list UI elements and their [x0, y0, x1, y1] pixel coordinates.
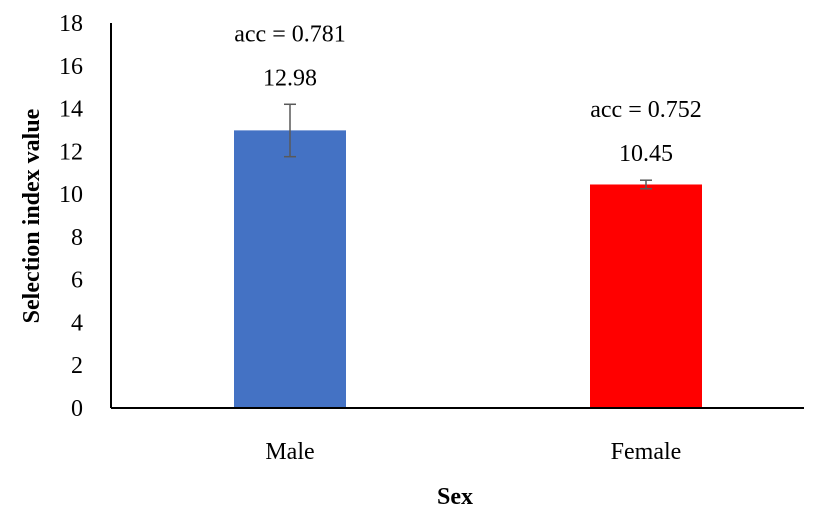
x-axis-categories: Male Female [265, 439, 681, 465]
accuracy-annotation: acc = 0.781 [234, 21, 346, 47]
x-category-label: Female [611, 439, 682, 465]
data-labels: 12.98 acc = 0.781 10.45 acc = 0.752 [234, 21, 702, 167]
data-label: 12.98 [263, 65, 317, 91]
data-label: 10.45 [619, 141, 673, 167]
x-category-label: Male [265, 439, 314, 465]
y-tick-label: 14 [59, 97, 83, 123]
y-tick-label: 12 [59, 139, 83, 165]
bars [234, 130, 702, 408]
y-tick-label: 10 [59, 182, 83, 208]
bar-female [590, 184, 702, 408]
error-bar-male [284, 103, 296, 158]
y-axis-ticks: 0 2 4 6 8 10 12 14 16 18 [59, 11, 83, 422]
y-tick-label: 16 [59, 54, 83, 80]
x-axis-title: Sex [437, 484, 473, 509]
y-axis-title: Selection index value [19, 108, 45, 323]
y-tick-label: 18 [59, 11, 83, 37]
accuracy-annotation: acc = 0.752 [590, 97, 702, 123]
y-tick-label: 2 [71, 353, 83, 379]
bar-male [234, 130, 346, 408]
y-tick-label: 6 [71, 268, 83, 294]
y-tick-label: 4 [71, 310, 83, 336]
error-bar-female [640, 179, 652, 190]
error-bars [284, 103, 652, 190]
y-tick-label: 8 [71, 225, 83, 251]
y-tick-label: 0 [71, 396, 83, 422]
